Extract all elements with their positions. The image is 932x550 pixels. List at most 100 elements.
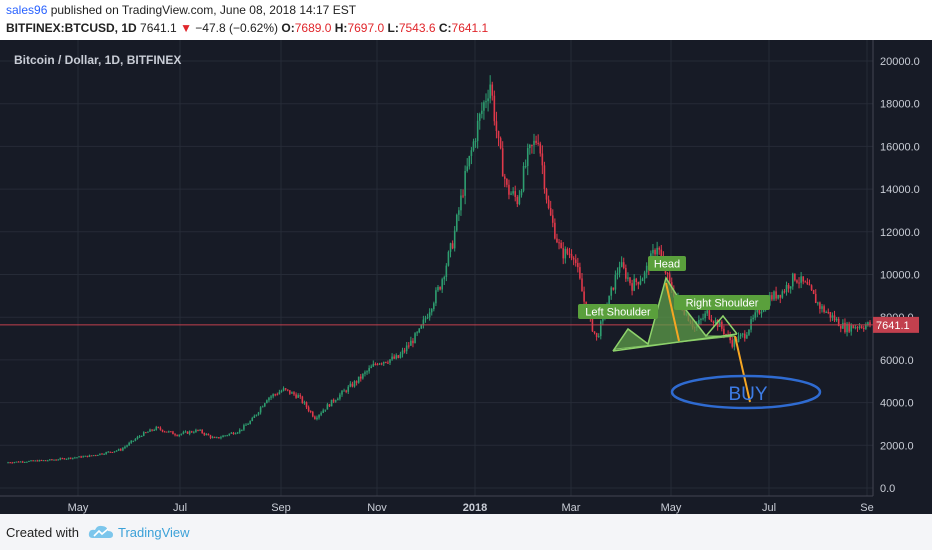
- candle-body: [78, 456, 80, 458]
- candle-body: [324, 409, 327, 411]
- candle-body: [435, 290, 437, 304]
- candle-body: [326, 404, 329, 410]
- candle-body: [339, 394, 341, 399]
- candle-body: [172, 431, 174, 435]
- candle-body: [846, 323, 848, 333]
- candle-body: [122, 448, 124, 451]
- head-height-arrow: [665, 282, 680, 342]
- candle-body: [635, 278, 638, 283]
- candle-body: [44, 460, 47, 462]
- candle-body: [272, 394, 274, 397]
- candle-body: [243, 425, 245, 430]
- y-tick-label: 10000.0: [880, 270, 920, 282]
- close-label: C:: [438, 21, 452, 35]
- author-link[interactable]: sales96: [6, 3, 48, 17]
- candle-body: [266, 400, 268, 404]
- candle-body: [817, 302, 819, 304]
- candle-body: [420, 324, 423, 329]
- candle-body: [827, 311, 830, 313]
- candle-body: [833, 315, 836, 321]
- candle-body: [700, 318, 702, 320]
- candle-body: [597, 336, 600, 338]
- y-tick-label: 6000.0: [880, 355, 914, 367]
- candle-body: [497, 130, 500, 139]
- candle-body: [593, 331, 596, 333]
- candle-body: [309, 410, 312, 412]
- candle-body: [447, 251, 450, 266]
- candle-body: [301, 396, 304, 403]
- candle-body: [136, 436, 139, 439]
- candle-body: [752, 317, 754, 320]
- candle-body: [424, 318, 427, 320]
- candle-body: [658, 247, 661, 250]
- candle-body: [359, 376, 362, 379]
- y-tick-label: 20000.0: [880, 56, 920, 68]
- candle-body: [850, 325, 853, 332]
- candle-body: [405, 345, 408, 352]
- candle-body: [142, 432, 145, 436]
- candle-body: [426, 317, 429, 319]
- candle-body: [119, 449, 122, 451]
- candle-body: [639, 281, 642, 285]
- candle-body: [218, 437, 220, 439]
- symbol-name: BITFINEX:BTCUSD, 1D: [6, 21, 137, 35]
- candle-body: [860, 326, 863, 328]
- candle-body: [30, 460, 32, 462]
- candle-body: [612, 287, 615, 290]
- candle-body: [353, 381, 356, 387]
- candle-body: [823, 306, 825, 313]
- candle-body: [92, 455, 95, 457]
- candle-body: [253, 415, 256, 418]
- candle-body: [391, 356, 393, 360]
- neckline: [612, 333, 738, 352]
- tradingview-cloud-icon: [88, 525, 113, 538]
- candle-body: [541, 153, 544, 166]
- candle-body: [620, 262, 623, 267]
- candle-body: [804, 281, 807, 283]
- candle-body: [491, 84, 494, 96]
- candle-body: [499, 138, 502, 149]
- candle-body: [84, 455, 87, 457]
- candle-body: [814, 293, 817, 304]
- candle-body: [111, 451, 114, 453]
- candle-body: [848, 323, 850, 332]
- candle-body: [46, 460, 49, 462]
- candle-body: [641, 278, 644, 282]
- candle-body: [282, 388, 285, 391]
- candle-body: [145, 432, 147, 434]
- candle-body: [712, 321, 715, 324]
- candle-body: [812, 290, 815, 294]
- candle-body: [188, 431, 191, 434]
- candle-body: [364, 372, 366, 374]
- candle-body: [393, 356, 395, 359]
- candle-body: [322, 410, 325, 413]
- tradingview-link[interactable]: TradingView: [118, 525, 190, 540]
- candle-body: [341, 390, 343, 395]
- chart-panel[interactable]: 0.02000.04000.06000.08000.010000.012000.…: [0, 40, 932, 514]
- candle-body: [579, 267, 581, 279]
- candle-body: [274, 394, 277, 396]
- candle-body: [583, 291, 585, 302]
- price-chart[interactable]: 0.02000.04000.06000.08000.010000.012000.…: [0, 40, 932, 514]
- candle-body: [865, 325, 867, 329]
- candle-body: [862, 327, 865, 329]
- candle-body: [741, 333, 744, 335]
- candle-body: [785, 285, 788, 292]
- candle-body: [543, 165, 546, 190]
- high-value: 7697.0: [347, 21, 385, 35]
- candle-body: [184, 431, 187, 433]
- candle-body: [284, 388, 287, 390]
- candle-body: [249, 420, 251, 424]
- candle-body: [176, 435, 178, 437]
- candle-body: [743, 333, 746, 339]
- candle-body: [103, 453, 105, 455]
- candle-body: [69, 457, 72, 459]
- candle-body: [856, 327, 859, 329]
- candle-body: [545, 189, 548, 200]
- candle-body: [410, 340, 412, 346]
- candle-body: [522, 166, 525, 191]
- candle-body: [428, 312, 431, 318]
- x-tick-label: Sep: [271, 502, 291, 514]
- candle-body: [126, 445, 128, 447]
- candle-body: [307, 407, 310, 411]
